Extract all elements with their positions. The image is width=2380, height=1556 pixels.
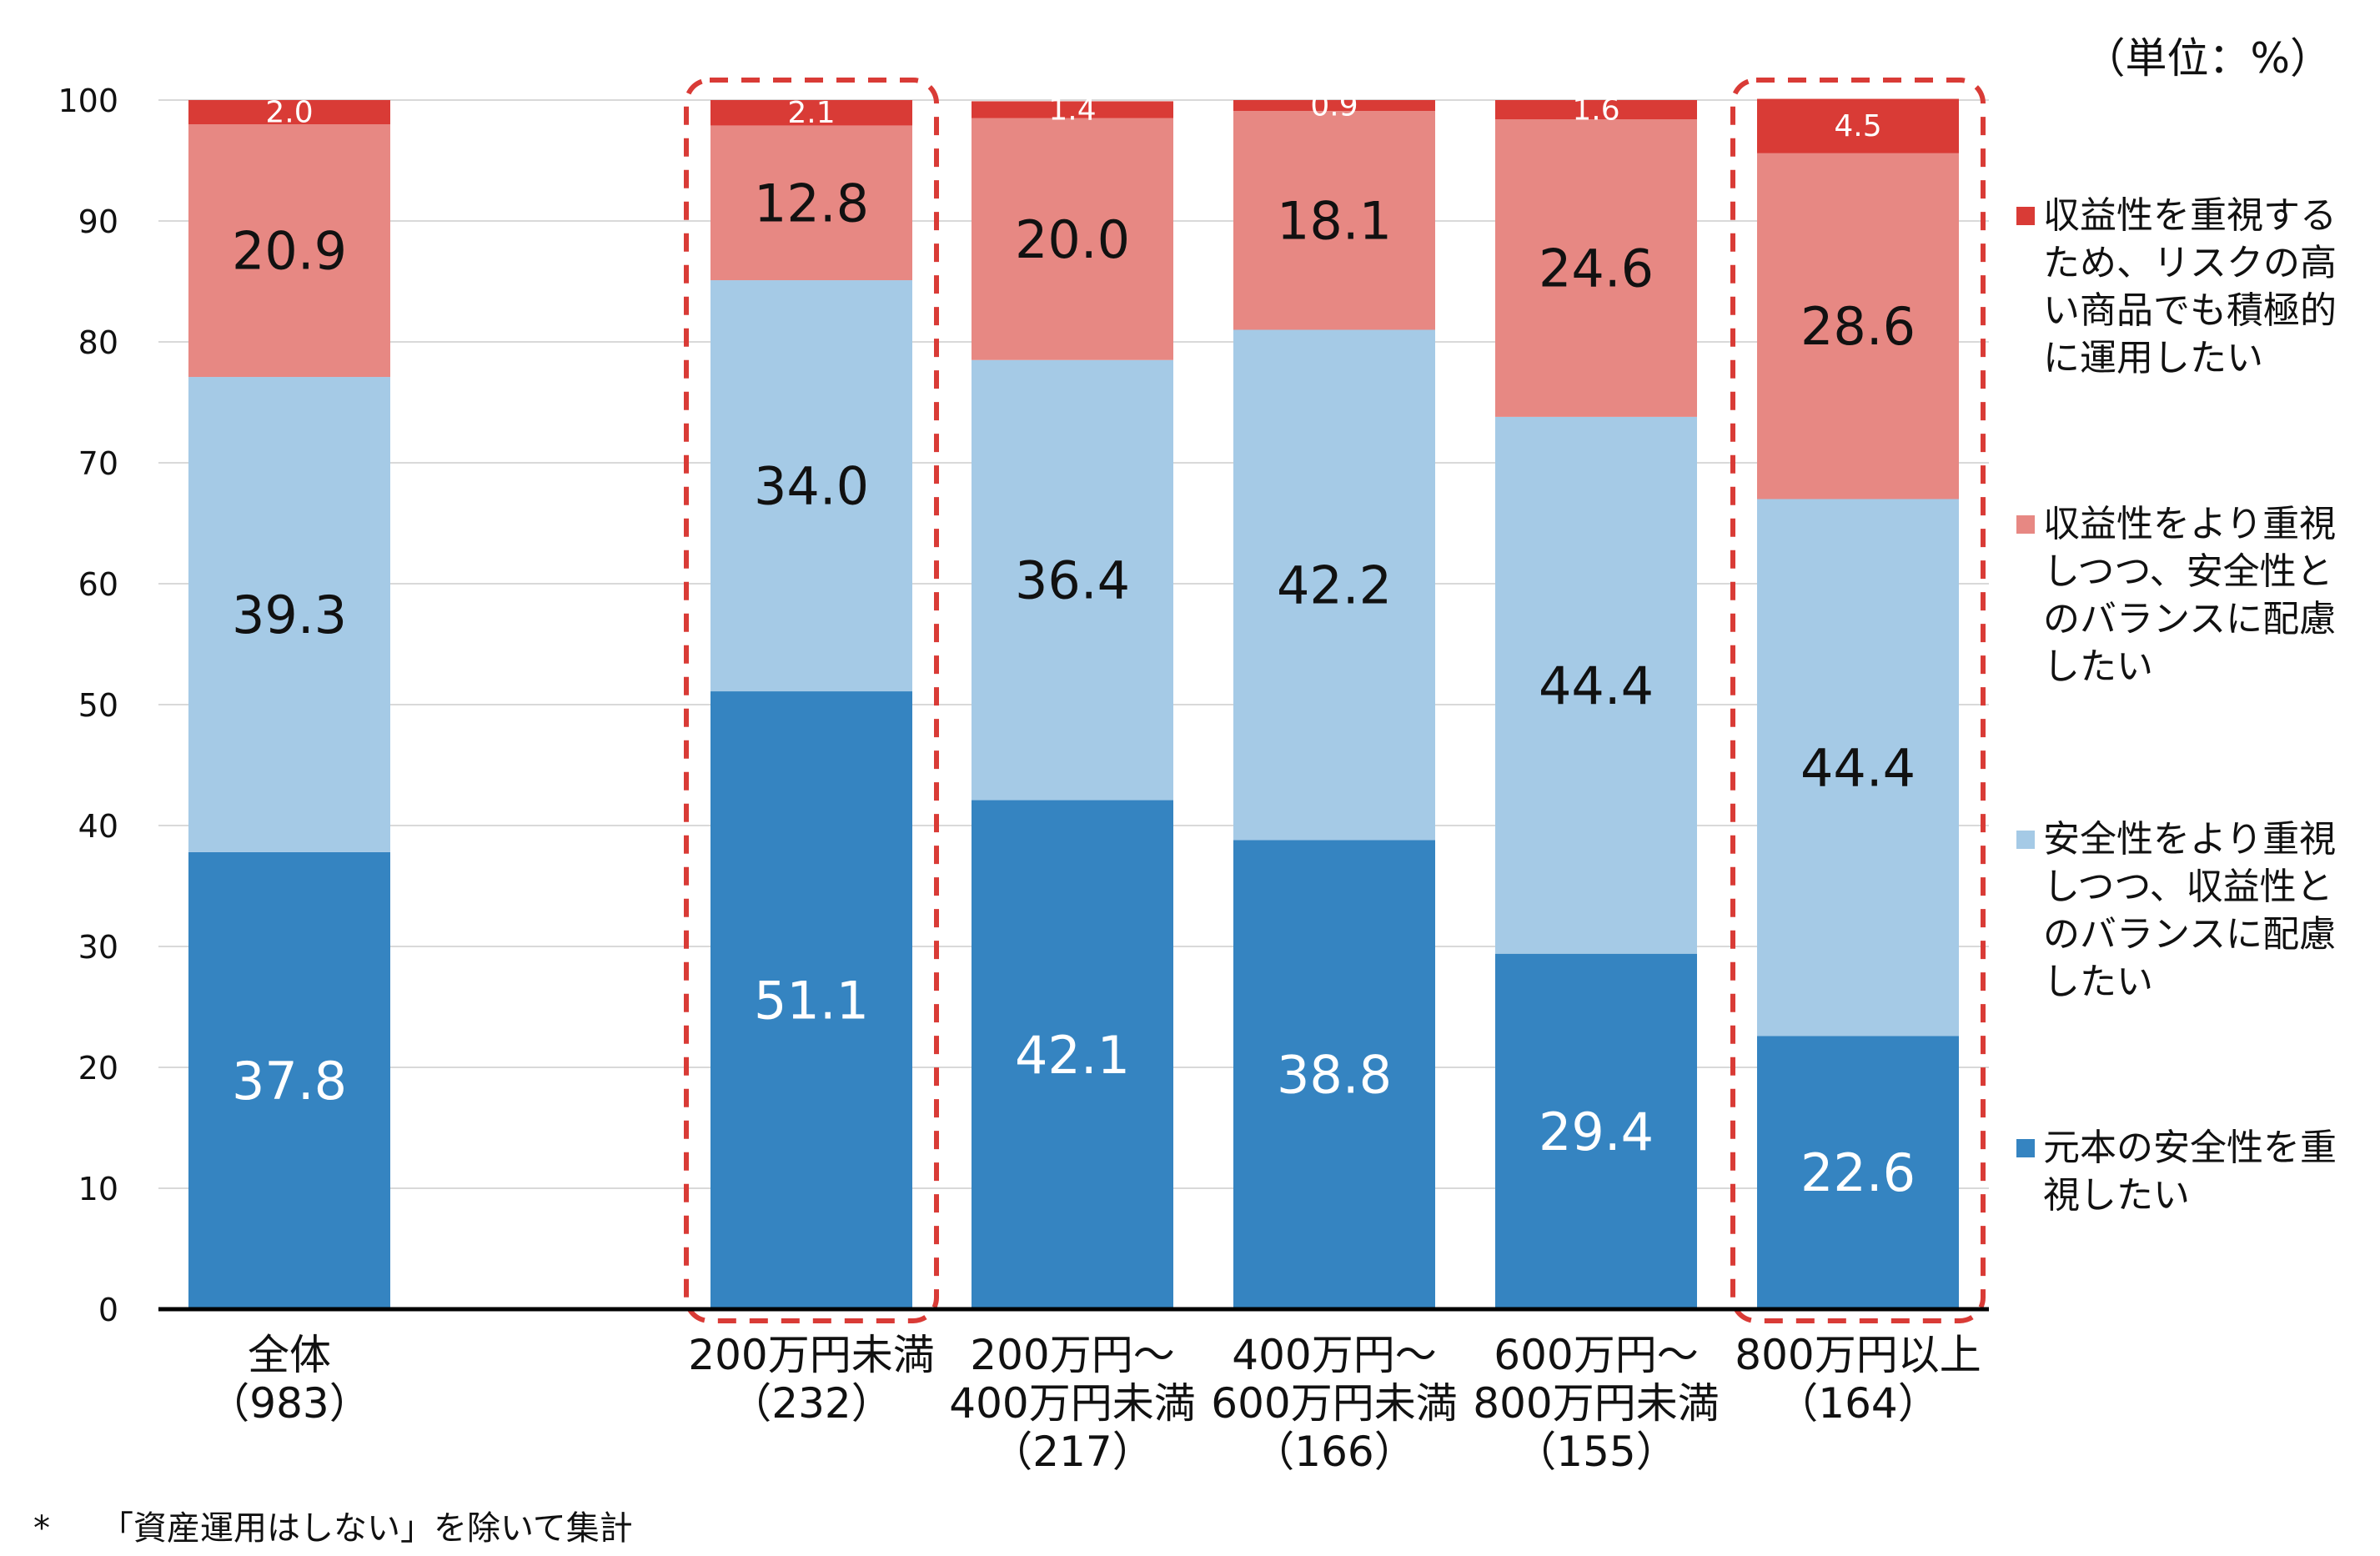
- x-category-label: 200万円～ 400万円未満 （217）: [949, 1331, 1196, 1476]
- data-label-gain_priority: 0.9: [1310, 89, 1358, 123]
- x-category-label: 800万円以上 （164）: [1735, 1331, 1981, 1428]
- y-tick-label: 60: [78, 566, 118, 603]
- bar-segment-safety_leaning: [1495, 416, 1697, 954]
- legend-swatch-gain-priority: [2016, 207, 2035, 225]
- data-label-gain_priority: 2.0: [265, 96, 313, 130]
- x-category-label: 全体 （983）: [208, 1331, 371, 1428]
- footnote-text: 「資産運用はしない」を除いて集計: [100, 1509, 633, 1548]
- bar-segment-gain_leaning: [972, 118, 1173, 360]
- x-category-label: 600万円～ 800万円未満 （155）: [1473, 1331, 1720, 1476]
- bar-segment-gain_leaning: [1757, 153, 1959, 499]
- y-tick-label: 0: [98, 1292, 118, 1328]
- y-tick-label: 90: [78, 203, 118, 240]
- legend-swatch-safety-leaning: [2016, 831, 2035, 849]
- legend-label-gain-priority: 収益性を重視する ため、リスクの高 い商品でも積極的 に運用したい: [2043, 194, 2337, 379]
- y-tick-label: 20: [78, 1050, 118, 1087]
- data-label-gain_leaning: 20.9: [232, 221, 347, 282]
- data-label-principal_priority: 37.8: [232, 1051, 347, 1112]
- bar-segment-principal_priority: [1757, 1036, 1959, 1309]
- bar-segment-safety_leaning: [972, 359, 1173, 801]
- data-label-gain_priority: 2.1: [787, 96, 835, 130]
- highlight-box: [1730, 78, 1986, 1323]
- data-label-safety_leaning: 36.4: [1015, 550, 1130, 611]
- data-label-gain_priority: 4.5: [1834, 109, 1881, 143]
- footnote-marker: *: [33, 1509, 50, 1548]
- bar-segment-principal_priority: [1495, 953, 1697, 1309]
- data-label-gain_priority: 1.6: [1572, 93, 1619, 128]
- bar-segment-gain_priority: [710, 100, 912, 126]
- bar-segment-gain_priority: [1495, 100, 1697, 120]
- y-tick-label: 100: [58, 83, 118, 119]
- data-label-safety_leaning: 39.3: [232, 585, 347, 645]
- y-tick-label: 30: [78, 929, 118, 966]
- unit-label: （単位：%）: [2083, 34, 2332, 83]
- data-label-safety_leaning: 42.2: [1277, 555, 1392, 615]
- y-tick-label: 50: [78, 687, 118, 724]
- data-label-principal_priority: 51.1: [754, 971, 869, 1031]
- bar-segment-principal_priority: [188, 851, 390, 1309]
- legend-label-principal-priority: 元本の安全性を重 視したい: [2043, 1127, 2337, 1217]
- legend-label-gain-leaning: 収益性をより重視 しつつ、安全性と のバランスに配慮 したい: [2043, 503, 2337, 688]
- data-label-principal_priority: 29.4: [1539, 1102, 1654, 1162]
- legend-swatch-principal-priority: [2016, 1139, 2035, 1157]
- y-tick-label: 10: [78, 1171, 118, 1207]
- data-label-gain_leaning: 18.1: [1277, 190, 1392, 251]
- bar-segment-gain_priority: [1233, 100, 1435, 112]
- data-label-gain_leaning: 20.0: [1015, 209, 1130, 270]
- bar-segment-gain_priority: [1757, 98, 1959, 153]
- highlight-box: [684, 78, 939, 1323]
- x-category-label: 200万円未満 （232）: [688, 1331, 935, 1428]
- legend-swatch-gain-leaning: [2016, 515, 2035, 534]
- legend-item-gain-leaning: 収益性をより重視 しつつ、安全性と のバランスに配慮 したい: [2016, 500, 2350, 690]
- legend-item-gain-priority: 収益性を重視する ため、リスクの高 い商品でも積極的 に運用したい: [2016, 192, 2350, 382]
- bar-segment-gain_leaning: [710, 125, 912, 281]
- legend-item-principal-priority: 元本の安全性を重 視したい: [2016, 1124, 2350, 1219]
- data-label-principal_priority: 42.1: [1015, 1025, 1130, 1086]
- bar-segment-gain_priority: [972, 101, 1173, 118]
- bar-segment-gain_leaning: [1233, 111, 1435, 330]
- data-label-gain_leaning: 12.8: [754, 173, 869, 233]
- data-label-principal_priority: 22.6: [1800, 1142, 1916, 1203]
- data-label-safety_leaning: 44.4: [1800, 737, 1916, 798]
- x-category-label: 400万円～ 600万円未満 （166）: [1211, 1331, 1458, 1476]
- data-label-principal_priority: 38.8: [1277, 1045, 1392, 1106]
- bar-segment-gain_leaning: [188, 124, 390, 378]
- bar-segment-gain_priority: [188, 100, 390, 124]
- bar-segment-safety_leaning: [1233, 329, 1435, 841]
- bar-segment-principal_priority: [710, 691, 912, 1309]
- data-label-gain_leaning: 28.6: [1800, 296, 1916, 357]
- data-label-safety_leaning: 44.4: [1539, 655, 1654, 716]
- data-label-gain_leaning: 24.6: [1539, 238, 1654, 299]
- data-label-safety_leaning: 34.0: [754, 456, 869, 517]
- legend-label-safety-leaning: 安全性をより重視 しつつ、収益性と のバランスに配慮 したい: [2043, 818, 2337, 1003]
- bar-segment-principal_priority: [1233, 840, 1435, 1309]
- y-tick-label: 70: [78, 445, 118, 482]
- y-tick-label: 80: [78, 324, 118, 361]
- legend-item-safety-leaning: 安全性をより重視 しつつ、収益性と のバランスに配慮 したい: [2016, 816, 2350, 1006]
- bar-segment-safety_leaning: [188, 377, 390, 852]
- footnote: * 「資産運用はしない」を除いて集計: [33, 1501, 633, 1549]
- bar-segment-safety_leaning: [710, 280, 912, 692]
- bar-segment-gain_leaning: [1495, 119, 1697, 417]
- bar-segment-principal_priority: [972, 800, 1173, 1309]
- data-label-gain_priority: 1.4: [1048, 93, 1096, 128]
- bar-segment-safety_leaning: [1757, 499, 1959, 1036]
- y-tick-label: 40: [78, 808, 118, 845]
